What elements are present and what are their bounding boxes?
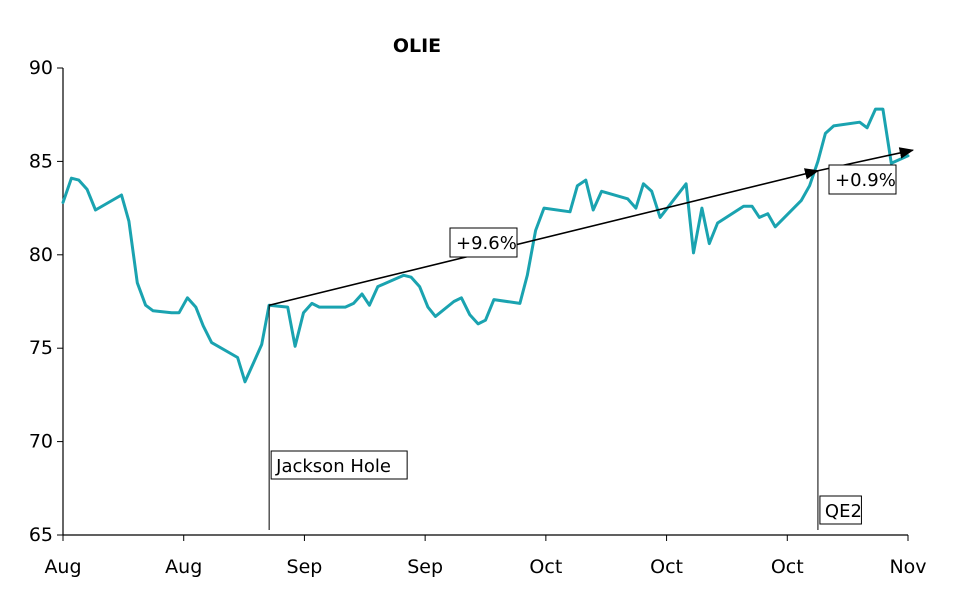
x-tick-label: Aug	[165, 556, 202, 578]
event-label-box	[270, 450, 408, 480]
series-line	[61, 107, 910, 384]
y-tick-label: 80	[29, 244, 53, 266]
trend-label-box	[449, 227, 518, 258]
annotation-layer: Jackson Hole QE2 +9.6% +0.9%	[268, 147, 915, 530]
y-tick-label: 75	[29, 337, 53, 359]
axes: 65 70 75 80 85 90 Aug Aug Sep Sep Oct Oct Oct Nov	[29, 57, 927, 578]
x-tick-label: Sep	[287, 556, 323, 578]
x-tick-label: Nov	[889, 556, 926, 578]
event-label: QE2	[825, 501, 862, 522]
x-tick-label: Sep	[407, 556, 443, 578]
trend-label: +9.6%	[456, 233, 517, 254]
event-label-box	[819, 495, 862, 525]
trend-label: +0.9%	[835, 170, 896, 191]
x-tick-label: Oct	[529, 556, 562, 578]
x-tick-label: Oct	[650, 556, 683, 578]
x-tick-label: Aug	[44, 556, 81, 578]
trend-label-box	[828, 164, 897, 195]
trend-arrow	[268, 168, 820, 307]
chart-title: OLIE	[393, 35, 441, 57]
y-tick-label: 90	[29, 57, 53, 79]
y-tick-label: 85	[29, 150, 53, 172]
series-layer	[61, 107, 910, 384]
y-tick-label: 65	[29, 524, 53, 546]
event-label: Jackson Hole	[275, 456, 391, 477]
x-tick-label: Oct	[771, 556, 804, 578]
y-tick-label: 70	[29, 431, 53, 453]
